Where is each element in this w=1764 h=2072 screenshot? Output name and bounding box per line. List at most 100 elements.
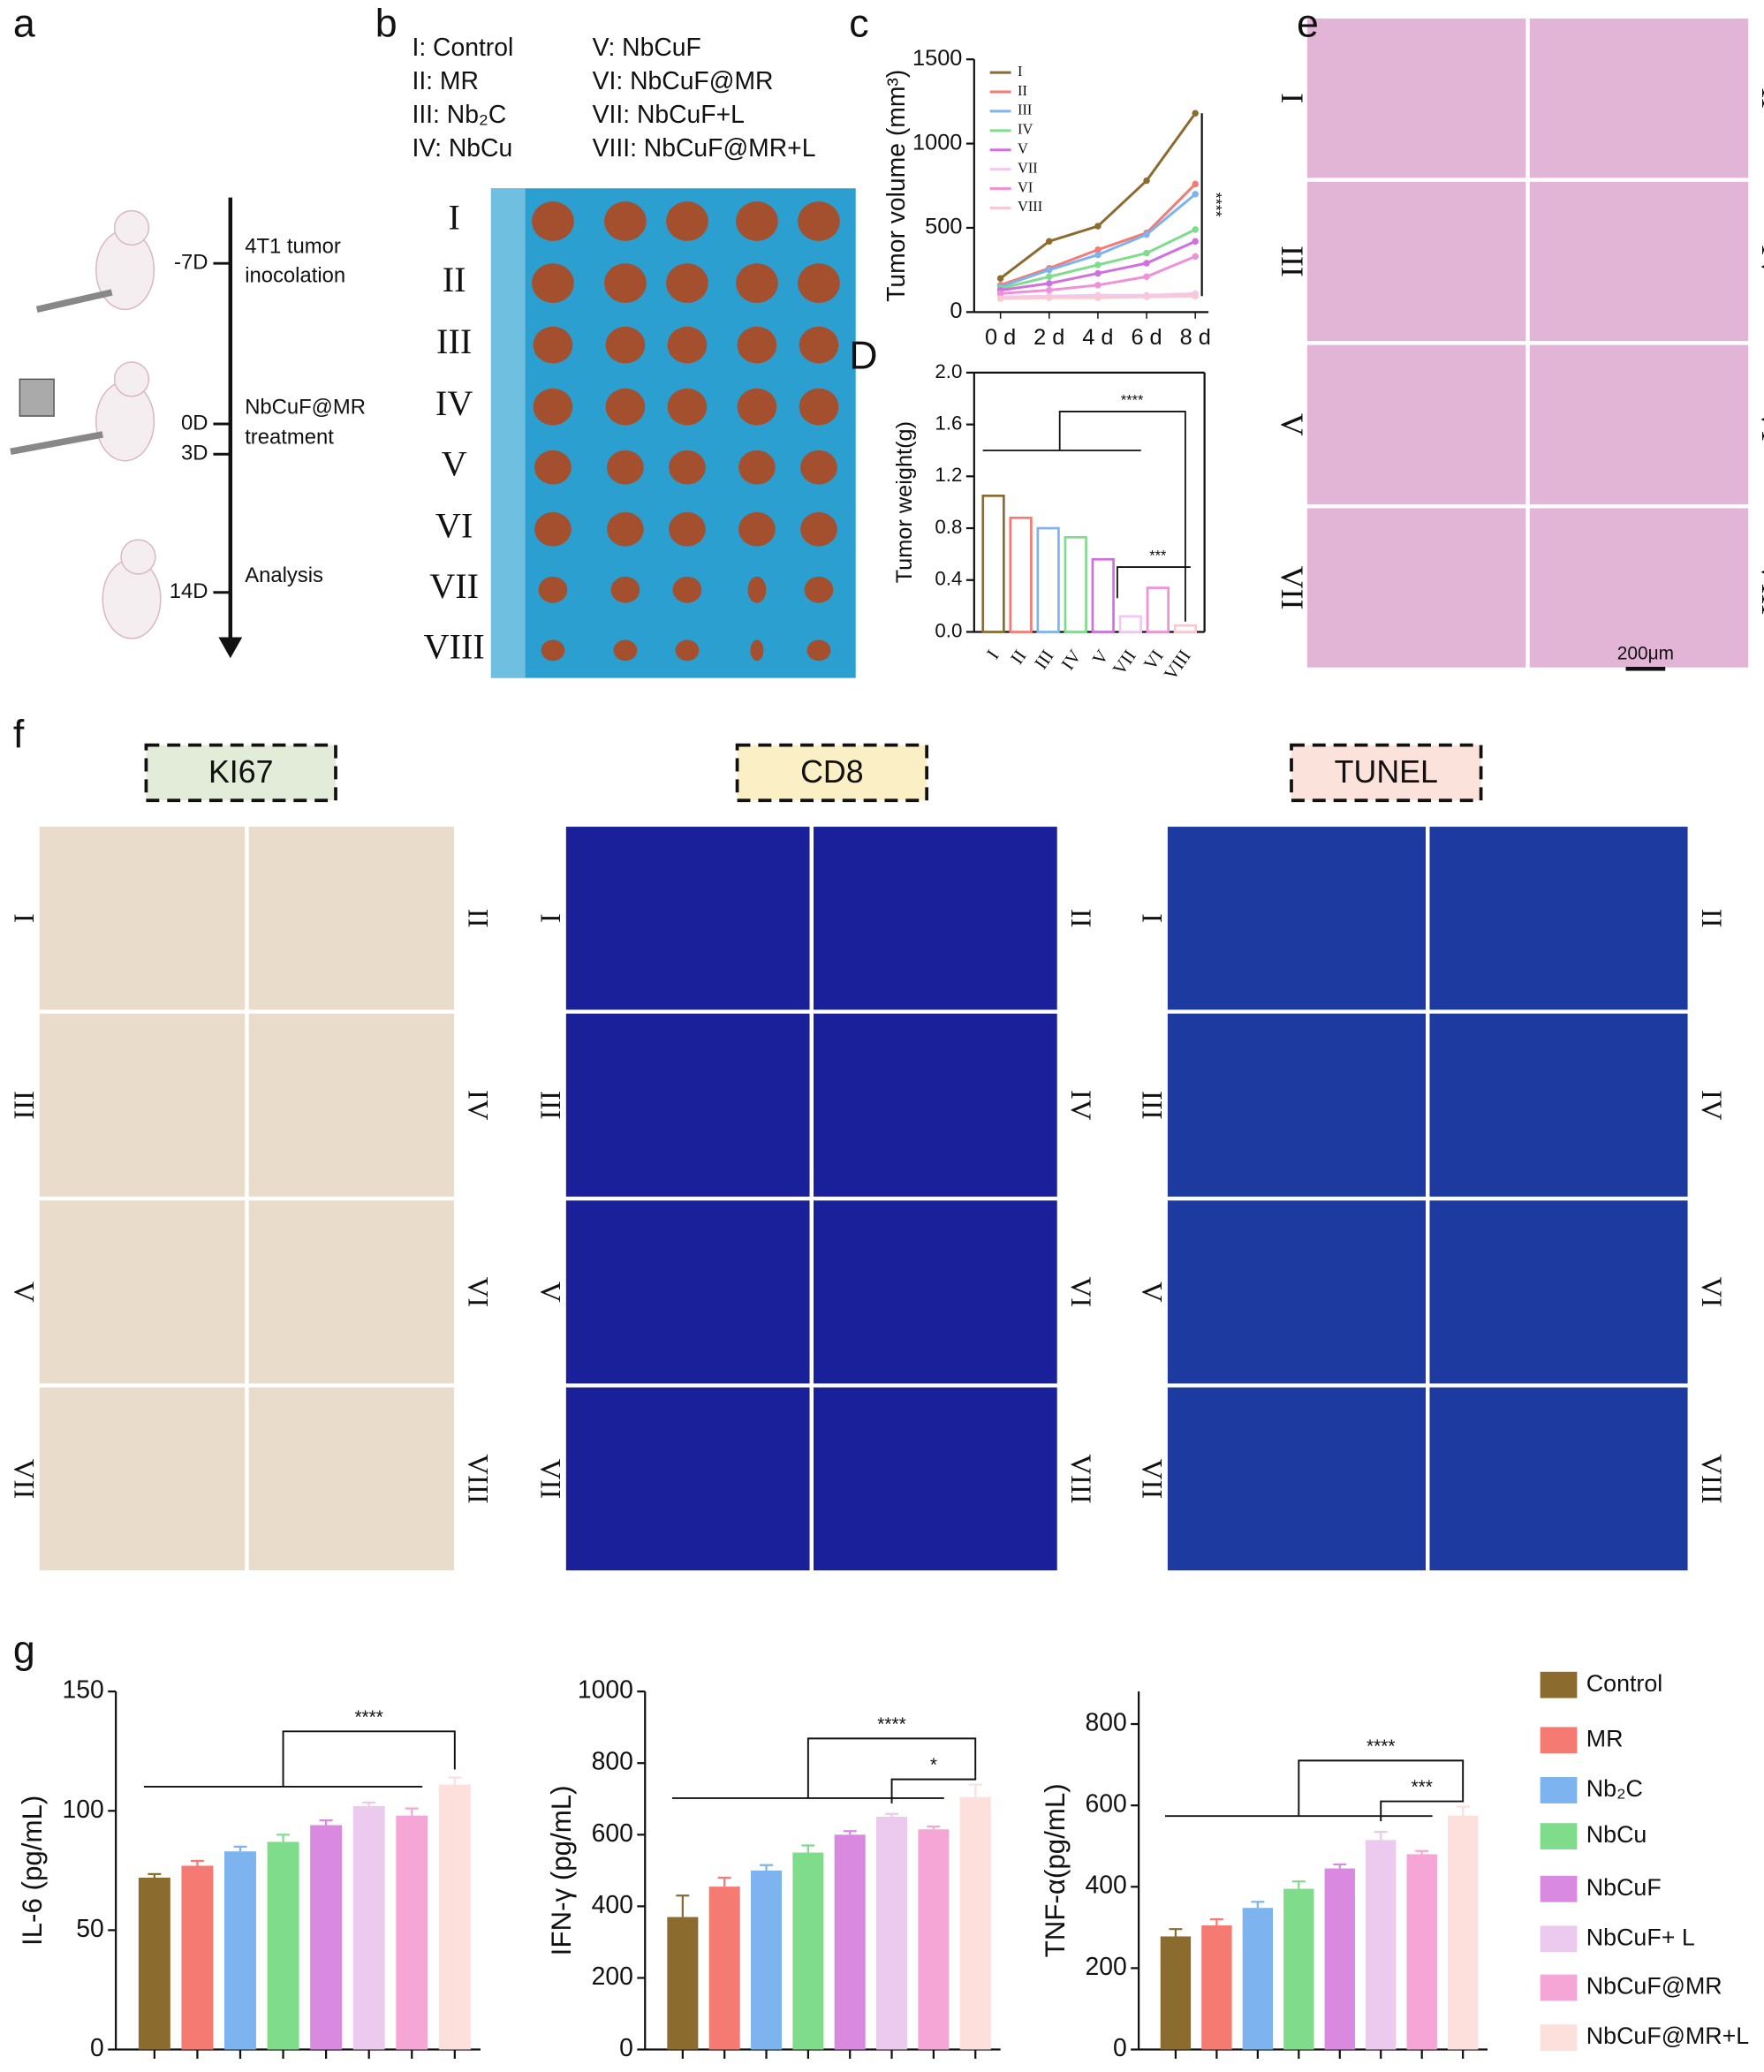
label: 600 — [592, 1819, 633, 1847]
point — [1192, 226, 1199, 233]
label: 8 d — [1180, 325, 1211, 350]
label: NbCuF — [1586, 1874, 1662, 1901]
mouse-head — [120, 539, 156, 575]
bar — [267, 1841, 299, 2050]
label: 200 — [592, 1962, 633, 1990]
bar — [1366, 1840, 1397, 2050]
point — [1143, 293, 1150, 300]
tumor — [532, 263, 574, 303]
label: Control — [1586, 1670, 1662, 1697]
tumor — [798, 201, 840, 241]
label: VII — [534, 1459, 565, 1500]
point — [1192, 110, 1199, 117]
stain-title-box — [735, 743, 929, 803]
tumor — [736, 201, 778, 241]
tumor — [804, 576, 834, 603]
label: CD8 — [800, 754, 864, 790]
label: 4 d — [1082, 325, 1113, 350]
error-bar — [1456, 1805, 1470, 1816]
label: g — [13, 1628, 35, 1671]
label: NbCuF@MR+L — [1586, 2023, 1750, 2049]
mouse-head — [113, 209, 150, 246]
bar — [981, 495, 1005, 633]
label: NbCuF+ L — [1586, 1924, 1695, 1950]
bracket — [1380, 1798, 1465, 1822]
label: II — [1018, 82, 1027, 99]
label: I — [448, 198, 459, 238]
micrograph — [1529, 508, 1749, 668]
syringe — [35, 289, 113, 313]
label: a — [13, 3, 35, 46]
label: D — [849, 334, 877, 377]
tumor — [799, 388, 839, 426]
label: 0 — [619, 2033, 633, 2061]
tumor — [534, 450, 572, 485]
bar — [1118, 615, 1142, 633]
label: II — [1755, 87, 1764, 109]
tumor — [666, 263, 708, 303]
point — [1094, 294, 1102, 301]
micrograph — [1429, 1387, 1688, 1571]
label: **** — [877, 1714, 905, 1735]
label: III — [1030, 646, 1058, 673]
point — [1094, 246, 1102, 253]
label: VII — [429, 566, 479, 606]
tumor — [736, 263, 778, 303]
label: III — [1136, 1091, 1168, 1120]
label: 0D — [181, 411, 208, 435]
label: 400 — [592, 1890, 633, 1918]
label: VIII: NbCuF@MR+L — [593, 133, 816, 162]
bar — [792, 1852, 824, 2050]
point — [1192, 253, 1199, 261]
micrograph — [565, 1200, 810, 1384]
label: IV — [1056, 646, 1085, 674]
label: 150 — [63, 1675, 104, 1704]
tumor — [800, 511, 837, 547]
bar — [224, 1851, 256, 2050]
label: VII — [7, 1459, 39, 1500]
label: 3D — [181, 442, 208, 465]
label: II — [1064, 909, 1096, 928]
point — [1192, 191, 1199, 198]
label: IV — [461, 1090, 493, 1121]
bracket — [143, 1730, 456, 1788]
micrograph — [248, 827, 455, 1010]
micrograph — [1167, 1013, 1426, 1197]
timeline-arrow — [218, 637, 243, 659]
tumor — [737, 388, 777, 426]
error-bar — [319, 1819, 333, 1826]
line — [1000, 228, 1196, 291]
point — [1094, 261, 1102, 268]
label: I — [1136, 913, 1168, 923]
tumor — [666, 201, 708, 241]
label: 800 — [1085, 1708, 1126, 1736]
bracket — [1165, 1759, 1465, 1818]
label: VI — [1755, 408, 1764, 442]
tumor — [532, 201, 574, 241]
label: 6 d — [1131, 325, 1162, 350]
label: b — [375, 3, 397, 46]
label: IV — [1018, 121, 1033, 138]
micrograph — [565, 1387, 810, 1571]
label: III — [1275, 246, 1310, 277]
bar — [667, 1917, 699, 2050]
label: VIII — [1695, 1454, 1727, 1503]
error-bar — [885, 1812, 898, 1818]
point — [1094, 282, 1102, 289]
error-bar — [1291, 1880, 1306, 1889]
tumor — [605, 326, 646, 364]
label: V — [1275, 413, 1310, 436]
label: -7D — [174, 250, 208, 274]
label: 0 — [90, 2033, 104, 2061]
tumor — [605, 388, 646, 426]
point — [1046, 238, 1053, 245]
label: VIII — [1755, 561, 1764, 616]
label: V — [1136, 1282, 1168, 1303]
label: II — [443, 260, 466, 299]
ruler — [490, 188, 526, 678]
legend-swatch — [1540, 1671, 1578, 1698]
point — [1192, 292, 1199, 299]
error-bar — [1374, 1830, 1388, 1841]
label: VI — [461, 1277, 493, 1308]
